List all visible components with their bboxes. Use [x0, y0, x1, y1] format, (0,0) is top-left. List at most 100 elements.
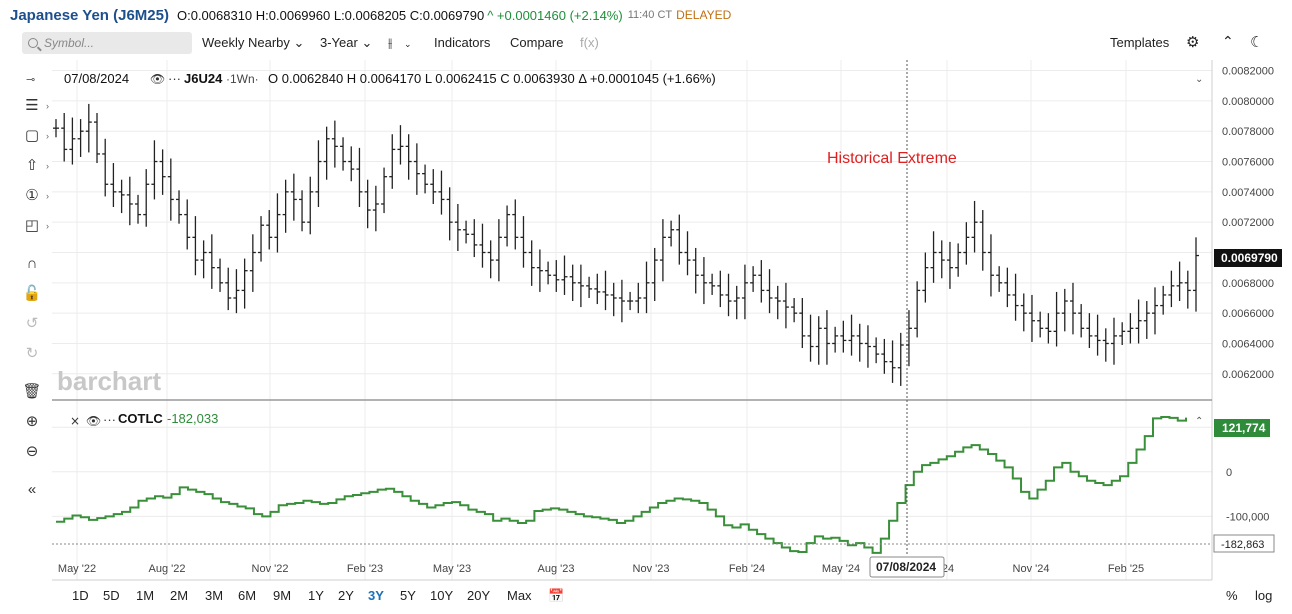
ohlc-bar: [725, 273, 732, 317]
range-button-1y[interactable]: 1Y: [308, 588, 324, 603]
ohlc-bar: [1078, 304, 1085, 338]
ohlc-bar: [389, 134, 396, 189]
ohlc-bar: [274, 193, 281, 253]
gear-icon[interactable]: ⚙: [1186, 34, 1200, 51]
templates-button[interactable]: Templates: [1110, 35, 1170, 50]
ohlc-bar: [299, 190, 306, 232]
range-button-2m[interactable]: 2M: [170, 588, 189, 603]
symbol-search[interactable]: Symbol...: [22, 32, 192, 54]
zoom-in-icon[interactable]: ⊕: [25, 413, 39, 430]
range-button-5y[interactable]: 5Y: [400, 588, 416, 603]
log-toggle[interactable]: log: [1255, 588, 1273, 603]
bar-type-icon[interactable]: ⫲: [388, 35, 393, 50]
percent-toggle[interactable]: %: [1226, 588, 1238, 603]
quote-header: Japanese Yen (J6M25) O:0.0068310 H:0.006…: [0, 0, 1292, 30]
range-button-10y[interactable]: 10Y: [430, 588, 454, 603]
range-button-3m[interactable]: 3M: [205, 588, 224, 603]
ohlc-bar: [955, 243, 962, 277]
list-tool-icon[interactable]: ☰ ›: [25, 97, 49, 114]
ohlc-bar: [471, 219, 478, 258]
chevron-down-icon[interactable]: ⌄: [1195, 74, 1203, 85]
dark-mode-icon[interactable]: ☾: [1250, 34, 1264, 51]
magnet-icon[interactable]: ∩: [26, 255, 38, 272]
ohlc-bar: [914, 281, 921, 338]
range-button-2y[interactable]: 2Y: [338, 588, 354, 603]
close-icon[interactable]: ×: [70, 414, 80, 428]
range-button-1m[interactable]: 1M: [136, 588, 155, 603]
function-button[interactable]: f(x): [580, 35, 599, 50]
ohlc-bar: [126, 176, 133, 226]
ohlc-bar: [446, 187, 453, 241]
crosshair-tool-icon[interactable]: ⊸: [26, 73, 35, 86]
trash-icon[interactable]: 🗑: [22, 383, 42, 400]
symbol-title[interactable]: Japanese Yen (J6M25): [10, 6, 169, 24]
more-options-icon[interactable]: ···: [168, 71, 181, 86]
ohlc-bar: [602, 270, 609, 311]
eye-icon[interactable]: 👁: [86, 414, 101, 428]
ohlc-bar: [1193, 237, 1199, 312]
period-dropdown[interactable]: 3-Year ⌄: [320, 35, 372, 51]
range-button-20y[interactable]: 20Y: [467, 588, 491, 603]
time-tick-label: May '23: [433, 563, 471, 575]
search-input[interactable]: Symbol...: [44, 36, 95, 50]
ohlc-bar: [53, 119, 59, 138]
eye-icon[interactable]: 👁: [150, 72, 165, 86]
redo-icon[interactable]: ↻: [25, 345, 39, 362]
ohlc-bar: [208, 234, 215, 289]
ohlc-bar: [176, 190, 183, 224]
ohlc-bar: [1160, 285, 1167, 315]
cot-min-label: -182,863: [1221, 539, 1264, 551]
chevron-up-icon[interactable]: ⌃: [1195, 416, 1203, 427]
more-options-icon[interactable]: ···: [103, 412, 116, 427]
chevron-down-icon[interactable]: ⌄: [404, 39, 412, 49]
shape-tool-icon[interactable]: ◰ ›: [24, 217, 49, 234]
collapse-toolbar-icon[interactable]: «: [27, 481, 37, 498]
interval-dropdown[interactable]: Weekly Nearby ⌄: [202, 35, 304, 51]
time-tick-label: Nov '24: [1013, 563, 1050, 575]
ohlc-bar: [1102, 328, 1109, 362]
ohlc-bar: [791, 297, 798, 323]
ohlc-bar: [963, 222, 970, 265]
ohlc-bar: [405, 134, 412, 180]
lock-icon[interactable]: 🔓: [22, 285, 42, 302]
grid-lines: [52, 60, 1212, 580]
price-tick-label: 0.0066000: [1222, 308, 1274, 320]
calendar-icon[interactable]: 📅: [548, 588, 565, 603]
time-tick-label: Feb '25: [1108, 563, 1144, 575]
ohlc-bar: [807, 314, 814, 362]
annotation-text[interactable]: Historical Extreme: [827, 150, 957, 167]
ohlc-bar: [1135, 299, 1142, 344]
time-tick-label: Feb '23: [347, 563, 383, 575]
ohlc-bar: [102, 138, 109, 197]
range-bar: 1D 5D 1M 2M 3M 6M 9M 1Y 2Y 3Y 5Y 10Y 20Y Max 📅 % log: [0, 584, 1292, 608]
zoom-out-icon[interactable]: ⊖: [25, 443, 39, 460]
undo-icon[interactable]: ↺: [25, 315, 39, 332]
indicators-button[interactable]: Indicators: [434, 35, 491, 50]
cot-value-label: 121,774: [1222, 421, 1266, 435]
ohlc-bar: [897, 332, 904, 386]
time-tick-label: Nov '22: [252, 563, 289, 575]
range-button-3y[interactable]: 3Y: [368, 588, 384, 603]
ohlc-bar: [635, 282, 642, 314]
ohlc-bar: [610, 282, 617, 317]
ohlc-bar: [110, 163, 117, 208]
range-button-6m[interactable]: 6M: [238, 588, 257, 603]
chevron-down-icon: ⌄: [293, 35, 305, 50]
ohlc-bar: [225, 267, 232, 311]
collapse-icon[interactable]: ⌃: [1222, 33, 1234, 49]
compare-button[interactable]: Compare: [510, 35, 564, 50]
ohlc-bar: [561, 255, 568, 295]
ohlc-bar: [454, 203, 461, 251]
range-button-5d[interactable]: 5D: [103, 588, 120, 603]
ohlc-bar: [766, 269, 773, 314]
ohlc-bar: [1028, 294, 1035, 342]
ohlc-bar: [717, 270, 724, 308]
number-tool-icon[interactable]: ① ›: [25, 187, 49, 204]
range-button-max[interactable]: Max: [507, 588, 532, 603]
range-button-9m[interactable]: 9M: [273, 588, 292, 603]
ohlc-bar: [528, 240, 535, 286]
range-button-1d[interactable]: 1D: [72, 588, 89, 603]
rectangle-tool-icon[interactable]: ▢ ›: [24, 127, 49, 144]
arrow-tool-icon[interactable]: ⇧ ›: [25, 157, 49, 174]
